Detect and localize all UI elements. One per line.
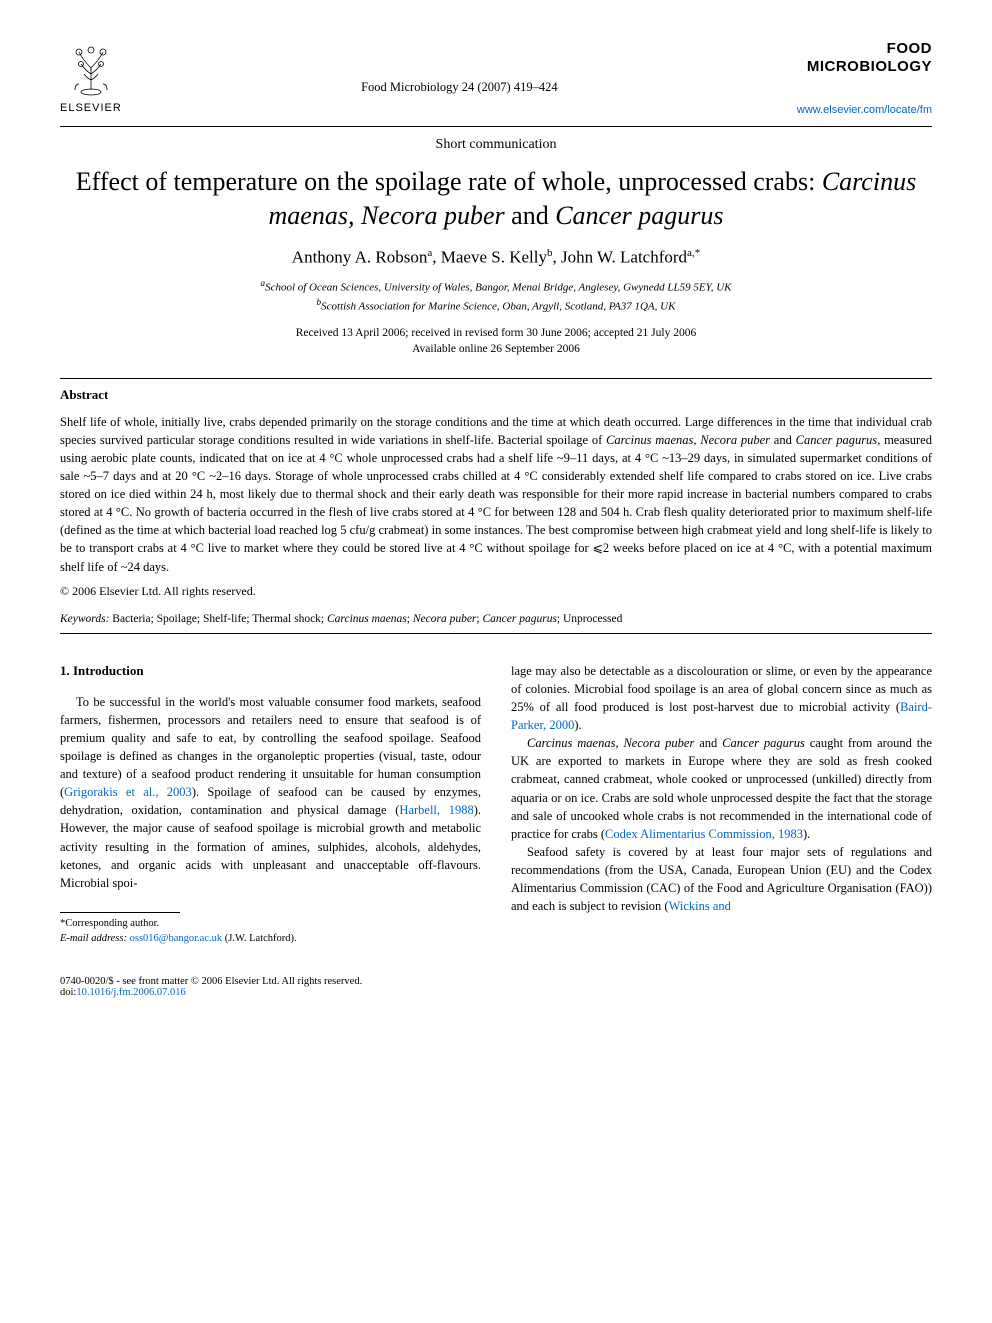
- affil-a-text: School of Ocean Sciences, University of …: [265, 282, 731, 294]
- ref-wickins[interactable]: Wickins and: [669, 899, 731, 913]
- abstract-text-2: and: [770, 433, 796, 447]
- article-title: Effect of temperature on the spoilage ra…: [60, 165, 932, 233]
- authors-line: Anthony A. Robsona, Maeve S. Kellyb, Joh…: [60, 247, 932, 268]
- received-date: Received 13 April 2006; received in revi…: [60, 325, 932, 341]
- kw-part-1: Carcinus maenas: [327, 613, 407, 625]
- article-dates: Received 13 April 2006; received in revi…: [60, 325, 932, 357]
- ref-harbell[interactable]: Harbell, 1988: [399, 803, 473, 817]
- abstract-body: Shelf life of whole, initially live, cra…: [60, 413, 932, 576]
- footer-doi: doi:10.1016/j.fm.2006.07.016: [60, 987, 362, 998]
- p2-text-b: caught from around the UK are exported t…: [511, 736, 932, 841]
- title-species2: Cancer pagurus: [555, 201, 723, 230]
- keywords-line: Keywords: Bacteria; Spoilage; Shelf-life…: [60, 613, 932, 625]
- author-2-sup: b: [547, 247, 553, 259]
- intro-para-1: To be successful in the world's most val…: [60, 693, 481, 892]
- section-1-heading: 1. Introduction: [60, 662, 481, 681]
- email-line: E-mail address: oss016@bangor.ac.uk (J.W…: [60, 932, 481, 947]
- author-1: Anthony A. Robson: [292, 247, 428, 266]
- abstract-text-3: , measured using aerobic plate counts, i…: [60, 433, 932, 574]
- footnotes: *Corresponding author. E-mail address: o…: [60, 917, 481, 946]
- author-3-sup: a,: [687, 247, 695, 259]
- ref-codex[interactable]: Codex Alimentarius Commission, 1983: [605, 827, 803, 841]
- p2-text-a: and: [694, 736, 722, 750]
- email-name: (J.W. Latchford).: [225, 933, 297, 944]
- doi-label: doi:: [60, 987, 76, 998]
- author-2: Maeve S. Kelly: [441, 247, 547, 266]
- p1c-text-a: lage may also be detectable as a discolo…: [511, 664, 932, 714]
- affiliations: aSchool of Ocean Sciences, University of…: [60, 277, 932, 315]
- author-1-sup: a: [427, 247, 432, 259]
- header-row: ELSEVIER Food Microbiology 24 (2007) 419…: [60, 40, 932, 118]
- kw-part-6: ; Unprocessed: [557, 613, 622, 625]
- abstract-heading: Abstract: [60, 387, 932, 403]
- affil-b-text: Scottish Association for Marine Science,…: [321, 301, 675, 313]
- p2-species-1: Carcinus maenas, Necora puber: [527, 736, 694, 750]
- abstract-species-2: Cancer pagurus: [796, 433, 878, 447]
- author-3: John W. Latchford: [561, 247, 687, 266]
- intro-para-1-cont: lage may also be detectable as a discolo…: [511, 662, 932, 735]
- journal-url-link[interactable]: www.elsevier.com/locate/fm: [797, 104, 932, 116]
- body-columns: 1. Introduction To be successful in the …: [60, 662, 932, 947]
- ref-grigorakis[interactable]: Grigorakis et al., 2003: [64, 785, 192, 799]
- article-type: Short communication: [60, 137, 932, 153]
- p2-text-c: ).: [803, 827, 810, 841]
- column-left: 1. Introduction To be successful in the …: [60, 662, 481, 947]
- title-and: and: [505, 201, 556, 230]
- journal-reference: Food Microbiology 24 (2007) 419–424: [122, 40, 797, 95]
- publisher-logo: ELSEVIER: [60, 40, 122, 114]
- corresponding-author: *Corresponding author.: [60, 917, 481, 932]
- journal-logo-block: FOOD MICROBIOLOGY www.elsevier.com/locat…: [797, 40, 932, 118]
- available-date: Available online 26 September 2006: [60, 341, 932, 357]
- kw-part-0: Bacteria; Spoilage; Shelf-life; Thermal …: [109, 613, 327, 625]
- abstract-species-1: Carcinus maenas, Necora puber: [606, 433, 770, 447]
- footer-copyright: 0740-0020/$ - see front matter © 2006 El…: [60, 976, 362, 987]
- doi-link[interactable]: 10.1016/j.fm.2006.07.016: [76, 987, 185, 998]
- header-rule: [60, 126, 932, 127]
- email-link[interactable]: oss016@bangor.ac.uk: [130, 933, 223, 944]
- p1-text-a: To be successful in the world's most val…: [60, 695, 481, 800]
- keywords-label: Keywords:: [60, 613, 109, 625]
- abstract-copyright: © 2006 Elsevier Ltd. All rights reserved…: [60, 584, 932, 599]
- elsevier-tree-icon: [61, 40, 121, 100]
- intro-para-3: Seafood safety is covered by at least fo…: [511, 843, 932, 916]
- journal-title-line2: MICROBIOLOGY: [797, 58, 932, 76]
- footnote-separator: [60, 912, 180, 913]
- footer-bar: 0740-0020/$ - see front matter © 2006 El…: [60, 976, 932, 998]
- title-plain: Effect of temperature on the spoilage ra…: [76, 167, 822, 196]
- column-right: lage may also be detectable as a discolo…: [511, 662, 932, 947]
- p1c-text-b: ).: [574, 718, 581, 732]
- publisher-name: ELSEVIER: [60, 102, 122, 114]
- author-3-corr: *: [695, 247, 701, 259]
- affiliation-a: aSchool of Ocean Sciences, University of…: [60, 277, 932, 296]
- journal-title-line1: FOOD: [797, 40, 932, 58]
- footer-left: 0740-0020/$ - see front matter © 2006 El…: [60, 976, 362, 998]
- affiliation-b: bScottish Association for Marine Science…: [60, 296, 932, 315]
- p2-species-2: Cancer pagurus: [722, 736, 805, 750]
- kw-part-3: Necora puber: [413, 613, 477, 625]
- kw-part-5: Cancer pagurus: [482, 613, 556, 625]
- intro-para-2: Carcinus maenas, Necora puber and Cancer…: [511, 734, 932, 843]
- keywords-bottom-rule: [60, 633, 932, 634]
- abstract-top-rule: [60, 378, 932, 379]
- email-label: E-mail address:: [60, 933, 127, 944]
